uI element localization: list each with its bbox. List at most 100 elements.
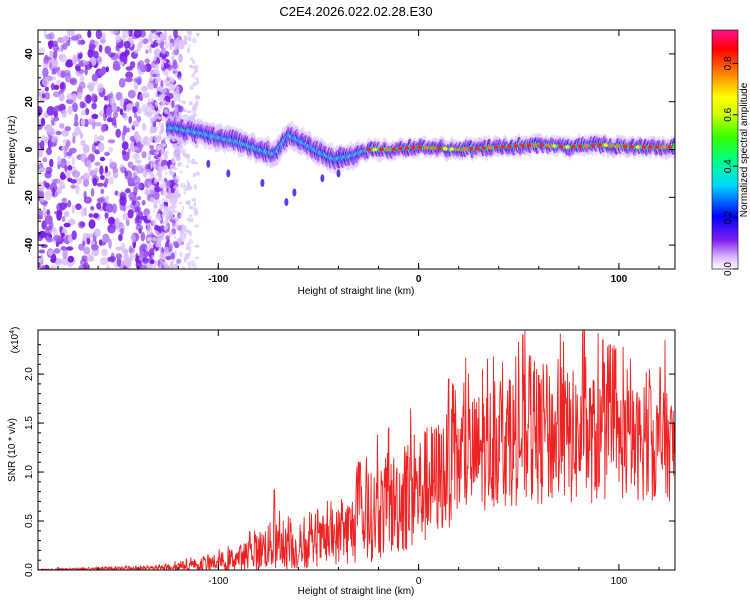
ridge-peak — [603, 143, 608, 147]
tail-blob — [292, 188, 297, 197]
noise-blob — [180, 170, 183, 174]
noise-blob — [78, 81, 86, 89]
spectrogram-panel: -100 0 100 -40 -20 0 20 40 Height of straight l… — [7, 29, 676, 297]
noise-blob — [104, 151, 111, 156]
ridge-peak — [481, 146, 487, 150]
noise-blob — [121, 141, 129, 151]
noise-blob — [156, 87, 160, 92]
noise-blob — [66, 93, 75, 100]
noise-blob — [45, 225, 53, 231]
noise-blob — [77, 39, 81, 45]
noise-blob — [171, 54, 176, 59]
noise-blob — [178, 251, 183, 258]
noise-blob — [71, 204, 76, 214]
noise-blob — [134, 131, 139, 140]
noise-blob — [80, 206, 84, 217]
noise-blob — [80, 118, 86, 127]
noise-blob — [135, 182, 143, 190]
noise-blob — [49, 50, 54, 58]
noise-blob — [83, 60, 89, 66]
noise-blob — [64, 165, 68, 172]
noise-blob — [39, 190, 45, 199]
noise-blob — [149, 32, 153, 38]
noise-blob — [152, 159, 157, 164]
noise-blob — [163, 136, 167, 140]
noise-blob — [191, 263, 194, 268]
noise-blob — [56, 209, 63, 217]
noise-blob — [60, 246, 67, 251]
noise-blob — [149, 47, 152, 50]
noise-blob — [164, 170, 168, 176]
noise-blob — [106, 117, 113, 123]
noise-blob — [58, 93, 65, 102]
noise-blob — [83, 246, 91, 255]
noise-blob — [164, 71, 170, 76]
noise-blob — [194, 256, 200, 260]
noise-blob — [170, 79, 175, 84]
noise-blob — [171, 51, 175, 56]
noise-blob — [72, 170, 81, 178]
noise-blob — [96, 182, 105, 187]
noise-blob — [154, 34, 159, 41]
y-tick-label: 1.5 — [24, 416, 35, 430]
noise-blob — [78, 220, 85, 229]
x-tick-label: 0 — [416, 274, 422, 285]
tail-blob — [206, 159, 211, 168]
noise-blob — [168, 205, 173, 209]
ridge-core — [672, 142, 675, 150]
noise-blob — [81, 110, 86, 116]
noise-blob — [155, 92, 158, 98]
noise-blob — [104, 45, 112, 55]
noise-blob — [156, 237, 162, 244]
noise-blob — [122, 151, 130, 161]
noise-blob — [155, 77, 160, 85]
noise-blob — [123, 112, 128, 121]
noise-blob — [65, 170, 71, 180]
noise-blob — [65, 160, 71, 166]
noise-blob — [67, 150, 73, 156]
noise-blob — [173, 264, 176, 269]
noise-blob — [148, 185, 151, 192]
y-tick-label: 20 — [24, 96, 35, 108]
noise-blob — [51, 68, 55, 75]
noise-blob — [104, 165, 108, 174]
noise-blob — [163, 99, 166, 104]
snr-scale-label: (x104) — [9, 327, 21, 354]
noise-blob — [88, 43, 96, 50]
noise-blob — [124, 77, 133, 83]
noise-blob — [115, 35, 122, 43]
noise-blob — [49, 264, 57, 269]
noise-blob — [136, 78, 142, 86]
ridge-peak — [468, 147, 474, 151]
noise-blob — [156, 72, 161, 79]
noise-blob — [153, 48, 161, 57]
noise-blob — [163, 220, 169, 224]
noise-blob — [119, 96, 125, 108]
noise-blob — [93, 228, 101, 237]
noise-blob — [74, 177, 83, 185]
noise-blob — [168, 230, 173, 238]
noise-blob — [80, 140, 86, 146]
noise-blob — [135, 101, 140, 109]
noise-blob — [159, 256, 163, 264]
noise-blob — [133, 30, 142, 38]
noise-blob — [93, 212, 99, 219]
noise-blob — [99, 156, 106, 162]
ridge-peak — [462, 147, 467, 151]
noise-blob — [90, 205, 95, 211]
noise-blob — [39, 140, 45, 150]
y-tick-label: -20 — [24, 190, 35, 205]
noise-blob — [79, 39, 86, 45]
noise-blob — [50, 253, 57, 264]
noise-blob — [63, 211, 70, 217]
noise-blob — [104, 212, 109, 219]
noise-blob — [144, 58, 150, 64]
noise-blob — [158, 160, 162, 165]
noise-blob — [87, 30, 92, 38]
noise-blob — [155, 243, 161, 248]
noise-blob — [172, 145, 177, 149]
ridge-peak — [629, 144, 634, 149]
noise-blob — [164, 42, 168, 45]
noise-blob — [94, 161, 101, 166]
ridge-peak — [661, 145, 666, 149]
